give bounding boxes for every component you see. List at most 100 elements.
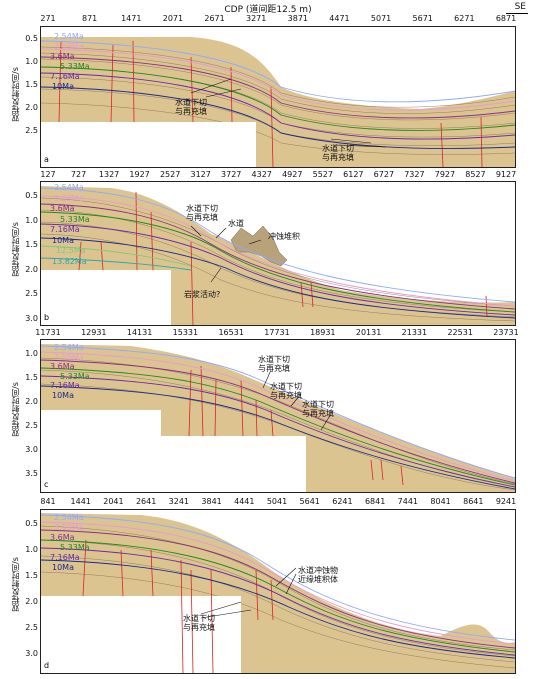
annotation-c1: 水道下切 与再充填	[258, 355, 290, 373]
cdp-tick-label: 23731	[493, 328, 519, 337]
cdp-tick-label: 3127	[190, 170, 211, 179]
horizon-age-label: 10Ma	[52, 390, 74, 400]
annotation-a2-line2: 与再充填	[322, 153, 354, 162]
horizon-age-label: 10Ma	[52, 563, 74, 572]
cdp-tick-label: 127	[40, 170, 56, 179]
seismic-section-d	[41, 510, 515, 673]
y-tick-label: 1.0	[25, 545, 38, 554]
annotation-a1-line1: 水道下切	[175, 98, 207, 107]
cdp-tick-label: 4927	[282, 170, 303, 179]
cdp-tick-label: 8641	[463, 497, 484, 506]
annotation-b1-line2: 与再充填	[186, 213, 218, 222]
y-tick-label: 2.0	[25, 264, 38, 274]
horizon-age-label: 5.33Ma	[60, 543, 90, 552]
cdp-tick-label: 7927	[434, 170, 456, 179]
cdp-tick-label: 9127	[495, 170, 517, 179]
annotation-d2: 水道下切 与再充填	[183, 614, 215, 632]
cdp-tick-label: 2071	[162, 14, 184, 23]
y-tick-label: 3.0	[25, 445, 38, 454]
cdp-tick-label: 22531	[447, 328, 473, 337]
y-tick-label: 2.5	[25, 421, 38, 430]
horizon-age-label: 2.54Ma	[54, 32, 84, 41]
annotation-d2-line2: 与再充填	[183, 623, 215, 632]
horizon-age-label: 7.16Ma	[50, 381, 80, 390]
cdp-tick-label: 7441	[397, 497, 419, 506]
annotation-a1: 水道下切 与再充填	[175, 98, 207, 116]
cdp-tick-label: 9241	[495, 497, 517, 506]
horizon-age-label: 3.6Ma	[50, 204, 75, 213]
cdp-tick-label: 727	[70, 170, 87, 179]
y-tick-label: 1.5	[25, 240, 38, 249]
cdp-ticks-b: 127 727 1327 1927 2527 3127 3727 4327 4927 5527 61…	[40, 170, 517, 181]
annotation-a2: 水道下切 与再充填	[322, 144, 354, 162]
horizon-age-label: 2.54Ma	[54, 183, 84, 192]
cdp-tick-label: 5071	[370, 14, 392, 23]
cdp-tick-label: 1327	[98, 170, 120, 179]
y-tick-label: 2.5	[25, 289, 38, 298]
annotation-c2: 水道下切 与再充填	[270, 382, 302, 400]
annotation-d1-line1: 水道冲蚀物	[298, 566, 338, 575]
annotation-c3-line1: 水道下切	[302, 400, 334, 409]
annotation-b2-line1: 水道	[228, 219, 244, 228]
horizon-age-label: 13.82Ma	[52, 256, 87, 266]
annotation-c3-line2: 与再充填	[302, 409, 334, 418]
seismic-panel-a: a	[40, 26, 516, 168]
y-tick-label: 2.0	[25, 597, 38, 606]
annotation-b3: 冲蚀堆积	[268, 232, 300, 241]
horizon-age-label: 10Ma	[52, 82, 74, 91]
horizon-age-label: 7.16Ma	[50, 225, 80, 234]
y-tick-label: 1.0	[25, 349, 38, 358]
annotation-b4: 岩浆活动?	[184, 290, 220, 299]
horizon-age-label: 5.33Ma	[60, 214, 90, 224]
annotation-b1-line1: 水道下切	[186, 204, 218, 213]
cdp-tick-label: 841	[40, 497, 56, 506]
y-tick-label: 2.5	[25, 126, 38, 135]
annotation-c1-line1: 水道下切	[258, 355, 290, 364]
annotation-c2-line2: 与再充填	[270, 391, 302, 400]
cdp-tick-label: 1441	[70, 497, 91, 506]
horizon-age-label: 3.6Ma	[50, 362, 75, 371]
direction-arrow-icon	[506, 13, 528, 14]
cdp-tick-label: 4441	[234, 497, 255, 506]
direction-label: SE	[514, 2, 526, 12]
figure-header-title: CDP (道间距12.5 m)	[224, 5, 312, 15]
y-tick-label: 3.5	[25, 469, 38, 478]
cdp-tick-label: 271	[40, 14, 56, 23]
cdp-tick-label: 1471	[121, 14, 142, 23]
y-tick-label: 3.0	[25, 649, 38, 658]
horizon-age-label: 3.59Ma	[54, 193, 84, 203]
cdp-tick-label: 6871	[495, 14, 517, 23]
horizon-age-label: 3.59Ma	[54, 352, 84, 362]
y-tick-label: 1.0	[25, 57, 38, 66]
seismic-section-b	[41, 182, 515, 325]
cdp-tick-label: 8041	[430, 497, 451, 506]
cdp-tick-label: 5041	[266, 497, 288, 506]
annotation-b1: 水道下切 与再充填	[186, 204, 218, 222]
horizon-age-label: 3.59Ma	[54, 523, 84, 532]
cdp-tick-label: 2641	[135, 497, 157, 506]
cdp-tick-label: 3841	[201, 497, 222, 506]
horizon-age-label: 5.33Ma	[60, 371, 90, 381]
cdp-tick-label: 21331	[401, 328, 428, 337]
cdp-tick-label: 5641	[299, 497, 320, 506]
cdp-tick-label: 4471	[329, 14, 350, 23]
cdp-tick-label: 17731	[264, 328, 290, 337]
cdp-tick-label: 5527	[312, 170, 333, 179]
cdp-tick-label: 1927	[129, 170, 150, 179]
annotation-c1-line2: 与再充填	[258, 364, 290, 373]
cdp-tick-label: 6841	[364, 497, 386, 506]
cdp-tick-label: 12931	[81, 328, 107, 337]
horizon-age-label: 3.6Ma	[50, 533, 75, 542]
horizon-age-label: 12.5Ma	[56, 246, 86, 255]
cdp-tick-label: 3241	[168, 497, 190, 506]
y-tick-label: 0.5	[25, 191, 38, 200]
annotation-a2-line1: 水道下切	[322, 144, 354, 153]
cdp-tick-label: 871	[81, 14, 98, 23]
cdp-tick-label: 2671	[204, 14, 225, 23]
annotation-c3: 水道下切 与再充填	[302, 400, 334, 418]
cdp-tick-label: 3271	[245, 14, 267, 23]
annotation-d1: 水道冲蚀物 近缘堆积体	[298, 566, 338, 584]
cdp-tick-label: 6271	[454, 14, 475, 23]
cdp-tick-label: 2041	[103, 497, 124, 506]
horizon-age-label: 10Ma	[52, 235, 74, 245]
